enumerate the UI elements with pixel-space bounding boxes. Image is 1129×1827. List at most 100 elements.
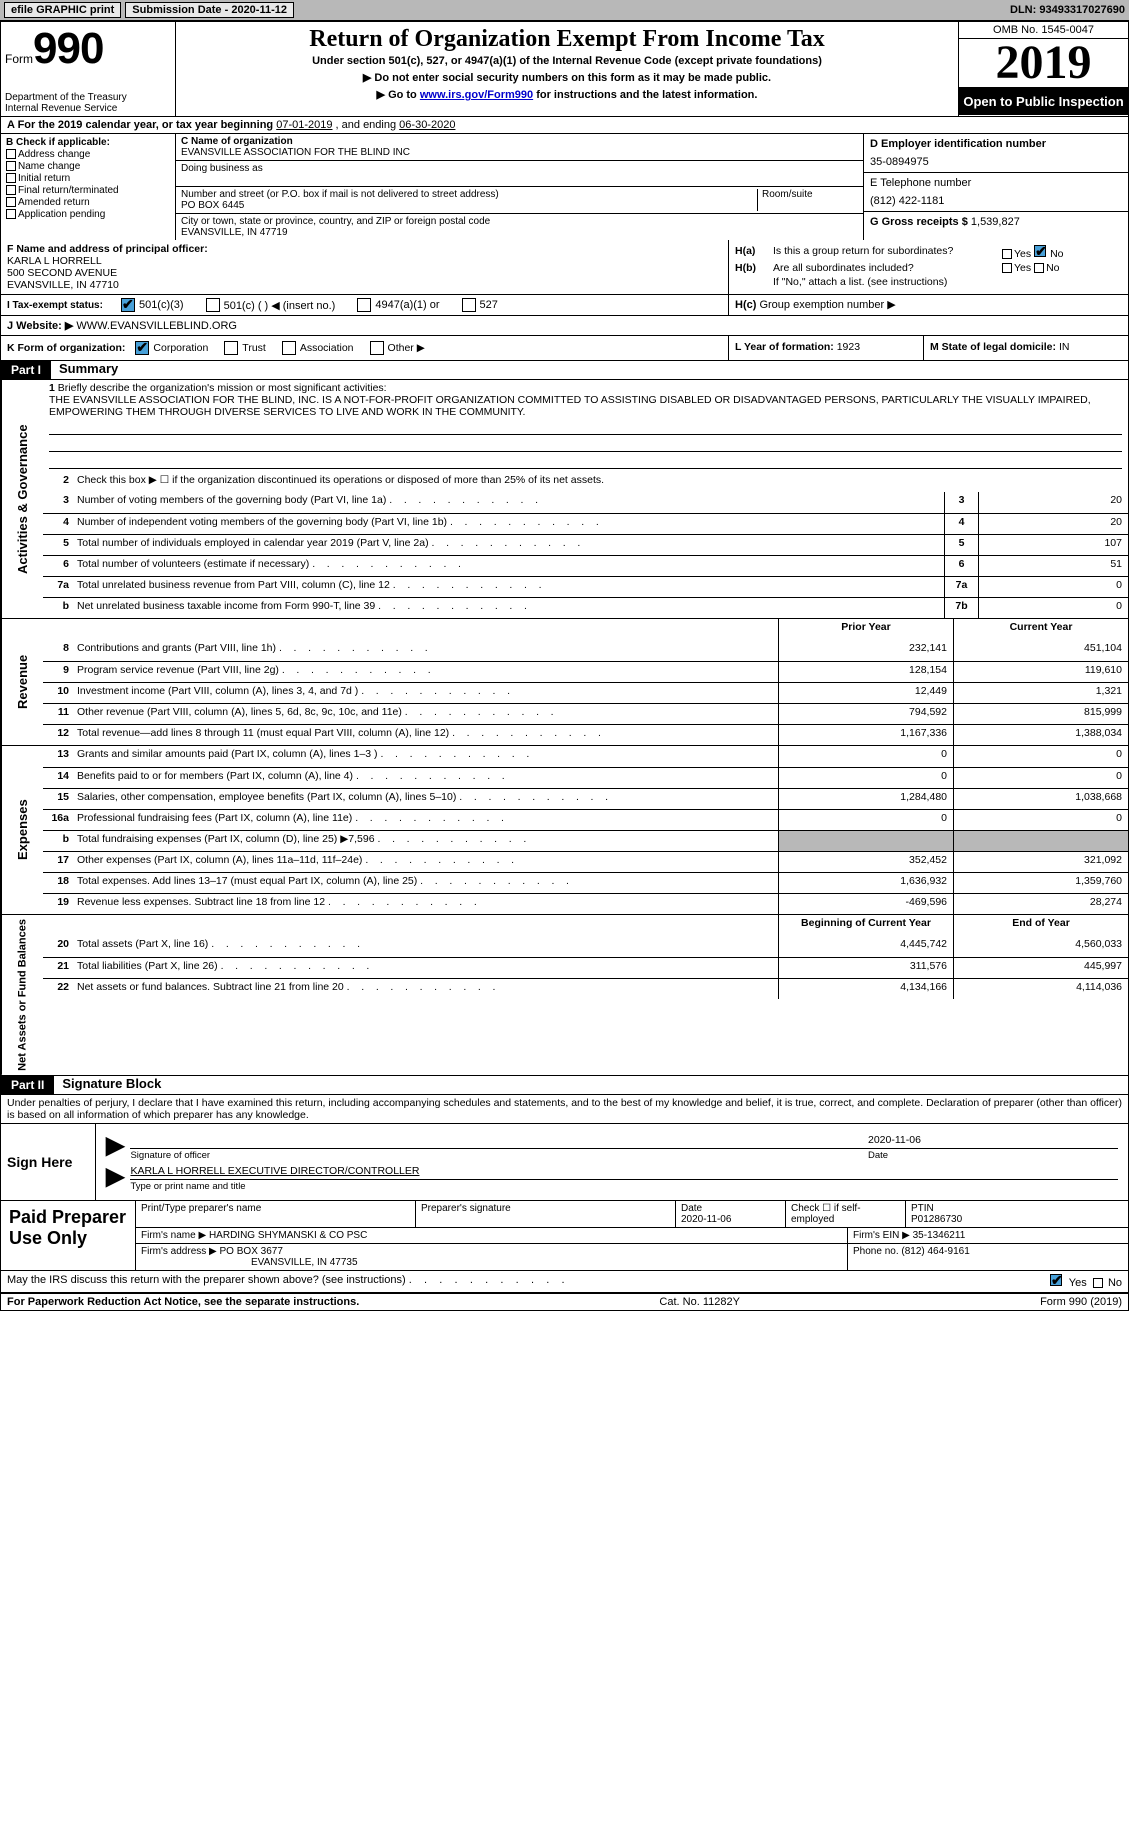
id-right-col: D Employer identification number 35-0894… — [863, 134, 1128, 240]
box-k-label: K Form of organization: — [7, 342, 125, 354]
box-h: H(a) Is this a group return for subordin… — [728, 240, 1128, 294]
room-label: Room/suite — [758, 189, 858, 211]
line-2-desc: Check this box ▶ ☐ if the organization d… — [73, 472, 1128, 492]
tax-period-row: A For the 2019 calendar year, or tax yea… — [1, 117, 1128, 134]
data-line: bTotal fundraising expenses (Part IX, co… — [43, 830, 1128, 851]
line-desc: Number of independent voting members of … — [73, 514, 944, 534]
line-desc: Contributions and grants (Part VIII, lin… — [73, 640, 778, 661]
current-year-value — [953, 831, 1128, 851]
box-m-label: M State of legal domicile: — [930, 341, 1059, 353]
line-num: 7a — [43, 577, 73, 597]
h-a-yes-check[interactable] — [1002, 249, 1012, 259]
line-desc: Program service revenue (Part VIII, line… — [73, 662, 778, 682]
prior-year-value: 1,284,480 — [778, 789, 953, 809]
discuss-no-check[interactable] — [1093, 1278, 1103, 1288]
prior-year-value — [778, 831, 953, 851]
current-year-value: 0 — [953, 810, 1128, 830]
officer-city: EVANSVILLE, IN 47710 — [7, 279, 722, 291]
prep-row-3: Firm's address ▶ PO BOX 3677 EVANSVILLE,… — [136, 1244, 1128, 1270]
part-ii-badge: Part II — [1, 1076, 54, 1094]
chk-address-change[interactable]: Address change — [6, 149, 170, 160]
chk-name-change[interactable]: Name change — [6, 161, 170, 172]
vert-label-gov: Activities & Governance — [1, 380, 43, 618]
data-line: 22Net assets or fund balances. Subtract … — [43, 978, 1128, 999]
chk-final-return[interactable]: Final return/terminated — [6, 185, 170, 196]
opt-527[interactable]: 527 — [462, 298, 498, 312]
line-num: 17 — [43, 852, 73, 872]
current-year-value: 1,388,034 — [953, 725, 1128, 745]
firm-phone: (812) 464-9161 — [901, 1246, 969, 1257]
line-num: 22 — [43, 979, 73, 999]
h-b-yes-check[interactable] — [1002, 263, 1012, 273]
chk-application-pending[interactable]: Application pending — [6, 209, 170, 220]
prior-year-value: -469,596 — [778, 894, 953, 914]
line-box-num: 3 — [944, 492, 978, 513]
h-b-no-check[interactable] — [1034, 263, 1044, 273]
sig-date-value: 2020-11-06 — [868, 1134, 1118, 1148]
street-cell: Number and street (or P.O. box if mail i… — [176, 187, 863, 214]
h-a-text: Is this a group return for subordinates? — [773, 245, 1002, 260]
sig-arrow-icon-2: ▶ — [106, 1165, 130, 1192]
gov-line: 6Total number of volunteers (estimate if… — [43, 555, 1128, 576]
opt-trust[interactable]: Trust — [224, 341, 266, 355]
box-i-label: I Tax-exempt status: — [7, 300, 103, 311]
box-m: M State of legal domicile: IN — [923, 336, 1128, 360]
form-number: 990 — [33, 24, 103, 73]
form990-link[interactable]: www.irs.gov/Form990 — [420, 89, 533, 101]
line1-label: Briefly describe the organization's miss… — [58, 382, 387, 394]
firm-addr2: EVANSVILLE, IN 47735 — [141, 1257, 358, 1268]
data-line: 8Contributions and grants (Part VIII, li… — [43, 640, 1128, 661]
line-desc: Net assets or fund balances. Subtract li… — [73, 979, 778, 999]
line-num: 5 — [43, 535, 73, 555]
line-1-mission: 1 Briefly describe the organization's mi… — [43, 380, 1128, 469]
opt-other[interactable]: Other ▶ — [370, 341, 425, 355]
line-num: 14 — [43, 768, 73, 788]
period-begin: 07-01-2019 — [276, 119, 332, 131]
top-toolbar: efile GRAPHIC print Submission Date - 20… — [0, 0, 1129, 21]
org-name-cell: C Name of organization EVANSVILLE ASSOCI… — [176, 134, 863, 161]
prep-date-cell: Date 2020-11-06 — [676, 1201, 786, 1227]
firm-addr-label: Firm's address ▶ — [141, 1246, 220, 1257]
current-year-value: 0 — [953, 746, 1128, 767]
form-header: Form990 Department of the Treasury Inter… — [1, 22, 1128, 117]
form-title: Return of Organization Exempt From Incom… — [184, 26, 950, 53]
line-desc: Total number of individuals employed in … — [73, 535, 944, 555]
prior-year-value: 1,636,932 — [778, 873, 953, 893]
opt-corporation[interactable]: Corporation — [135, 341, 208, 355]
officer-sig-date: 2020-11-06 Date — [868, 1134, 1118, 1161]
box-k: K Form of organization: Corporation Trus… — [1, 336, 728, 360]
opt-501c3[interactable]: 501(c)(3) — [121, 298, 184, 312]
h-a-label: H(a) — [735, 245, 773, 260]
submission-date-box: Submission Date - 2020-11-12 — [125, 2, 294, 18]
prior-year-value: 0 — [778, 768, 953, 788]
officer-sig-field: Signature of officer — [130, 1134, 868, 1161]
line-num: 19 — [43, 894, 73, 914]
city-label: City or town, state or province, country… — [181, 216, 858, 227]
type-name-label: Type or print name and title — [130, 1179, 1118, 1192]
gov-line: 4Number of independent voting members of… — [43, 513, 1128, 534]
discuss-yes-check[interactable] — [1050, 1274, 1062, 1286]
prior-year-value: 352,452 — [778, 852, 953, 872]
current-year-value: 451,104 — [953, 640, 1128, 661]
data-line: 10Investment income (Part VIII, column (… — [43, 682, 1128, 703]
line-num: 15 — [43, 789, 73, 809]
chk-amended-return[interactable]: Amended return — [6, 197, 170, 208]
page-footer: For Paperwork Reduction Act Notice, see … — [1, 1293, 1128, 1310]
h-a-no-check[interactable] — [1034, 245, 1046, 257]
line-num: 10 — [43, 683, 73, 703]
city-value: EVANSVILLE, IN 47719 — [181, 227, 858, 238]
h-b-label: H(b) — [735, 262, 773, 274]
ein-value: 35-0894975 — [870, 150, 1122, 168]
firm-ein-cell: Firm's EIN ▶ 35-1346211 — [848, 1228, 1128, 1243]
line-value: 51 — [978, 556, 1128, 576]
opt-501c[interactable]: 501(c) ( ) ◀ (insert no.) — [206, 298, 336, 312]
opt-4947[interactable]: 4947(a)(1) or — [357, 298, 439, 312]
line-num: b — [43, 598, 73, 618]
efile-print-button[interactable]: efile GRAPHIC print — [4, 2, 121, 18]
data-line: 12Total revenue—add lines 8 through 11 (… — [43, 724, 1128, 745]
k-l-m-row: K Form of organization: Corporation Trus… — [1, 336, 1128, 361]
opt-association[interactable]: Association — [282, 341, 354, 355]
rev-lines: 8Contributions and grants (Part VIII, li… — [43, 640, 1128, 745]
h-c-label: H(c) — [735, 299, 756, 311]
chk-initial-return[interactable]: Initial return — [6, 173, 170, 184]
